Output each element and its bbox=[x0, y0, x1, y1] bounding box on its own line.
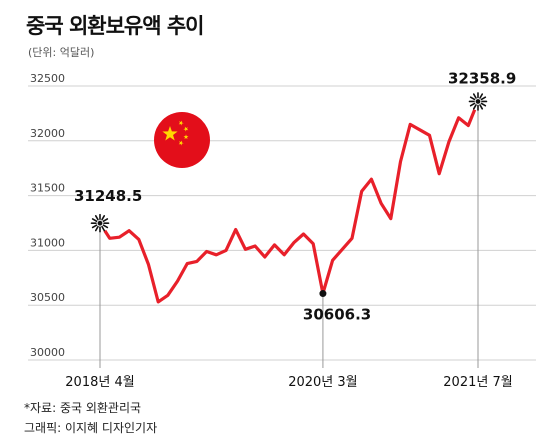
x-tick-label: 2018년 4월 bbox=[65, 375, 134, 390]
flag-star bbox=[183, 126, 189, 132]
china-flag-icon bbox=[154, 112, 210, 168]
chart-title: 중국 외환보유액 추이 bbox=[26, 14, 205, 38]
flag-circle bbox=[154, 112, 210, 168]
data-point-marker bbox=[468, 92, 488, 111]
data-point-marker bbox=[90, 213, 110, 233]
flag-star bbox=[178, 140, 184, 146]
data-label: 32358.9 bbox=[448, 69, 516, 87]
y-tick-label: 32000 bbox=[30, 127, 65, 140]
series-line bbox=[98, 99, 480, 304]
graphic-credit: 그래픽: 이지혜 디자인기자 bbox=[24, 421, 158, 435]
y-tick-label: 31500 bbox=[30, 182, 65, 195]
y-tick-label: 32500 bbox=[30, 72, 65, 85]
unit-label: (단위: 억달러) bbox=[28, 46, 95, 59]
y-tick-label: 31000 bbox=[30, 236, 65, 249]
flag-star bbox=[183, 134, 189, 140]
y-tick-label: 30000 bbox=[30, 346, 65, 359]
flag-star bbox=[178, 120, 184, 126]
data-label: 31248.5 bbox=[74, 187, 142, 205]
data-point-marker bbox=[319, 290, 327, 298]
data-label: 30606.3 bbox=[303, 306, 371, 324]
x-tick-label: 2021년 7월 bbox=[443, 375, 512, 390]
flag-star bbox=[162, 126, 178, 141]
x-tick-label: 2020년 3월 bbox=[288, 375, 357, 390]
source-note: *자료: 중국 외환관리국 bbox=[24, 401, 142, 415]
y-tick-label: 30500 bbox=[30, 291, 65, 304]
